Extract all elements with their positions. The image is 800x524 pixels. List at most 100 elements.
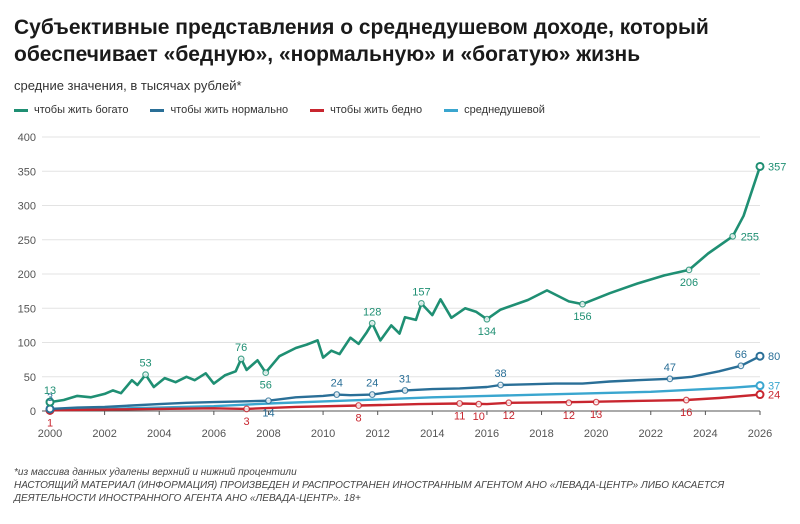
legend-swatch-normal [150,108,165,112]
chart-title: Субъективные представления о среднедушев… [14,16,709,66]
data-label-poor: 13 [590,409,602,421]
data-point-marker-poor [243,405,251,413]
legend-label-poor: чтобы жить бедно [330,104,423,116]
data-label-normal: 14 [262,408,274,420]
data-label-normal: 3 [47,392,53,404]
series-line-income [48,384,762,411]
series-line-normal [48,355,762,411]
series-endpoint-rich [45,397,55,407]
data-point-marker-rich [483,315,491,323]
y-tick-label: 300 [18,201,36,213]
y-tick-label: 100 [18,338,36,350]
footnote: *из массива данных удалены верхний и ниж… [14,466,789,505]
series-endpoint-income [755,381,765,391]
y-tick-label: 50 [24,372,36,384]
x-tick-label: 2014 [420,428,444,440]
data-label-poor: 16 [680,407,692,419]
data-label-poor: 12 [503,410,515,422]
data-label-rich: 206 [680,277,698,289]
x-tick-label: 2018 [529,428,553,440]
data-point-marker-poor [456,400,464,407]
y-tick-label: 250 [18,235,36,247]
legend-swatch-rich [14,108,28,112]
x-tick-label: 2016 [475,428,499,440]
data-point-marker-rich [417,300,425,307]
data-point-marker-rich [729,232,737,240]
series-line-poor [48,393,762,412]
legend-item-rich: чтобы жить богато [14,104,128,116]
y-tick-label: 200 [18,269,36,281]
data-label-poor: 8 [356,413,362,425]
x-tick-label: 2026 [748,428,772,440]
footnote-note: *из массива данных удалены верхний и ниж… [14,467,297,478]
data-point-marker-poor [682,396,690,404]
data-point-marker-normal [497,381,504,389]
x-tick-label: 2006 [202,428,226,440]
data-point-marker-poor [355,402,362,409]
x-tick-label: 2020 [584,428,608,440]
data-label-normal: 38 [494,368,506,380]
data-point-marker-rich [579,300,586,308]
x-tick-label: 2000 [38,428,62,440]
data-label-normal: 80 [768,351,780,363]
data-label-normal: 24 [331,378,343,390]
data-label-poor: 1 [47,417,53,429]
data-label-rich: 157 [412,286,430,298]
data-point-marker-poor [475,400,483,408]
x-tick-label: 2004 [147,428,171,440]
data-label-rich: 134 [478,326,496,338]
y-tick-label: 150 [18,303,36,315]
data-label-poor: 11 [454,410,465,422]
legend-label-rich: чтобы жить богато [34,104,129,116]
data-label-rich: 255 [741,231,759,243]
data-point-marker-rich [262,369,270,377]
data-label-poor: 12 [563,410,575,422]
y-tick-label: 350 [18,166,36,178]
data-point-marker-rich [142,371,149,379]
data-label-rich: 156 [573,311,591,323]
data-point-marker-rich [368,319,376,327]
x-tick-label: 2010 [311,428,335,440]
legend-item-normal: чтобы жить нормально [150,104,288,116]
data-label-normal: 66 [735,349,747,361]
data-label-rich: 56 [260,380,272,392]
legend-item-income: среднедушевой [444,104,545,116]
x-tick-label: 2024 [693,428,717,440]
legend-swatch-income [444,108,459,112]
legend: чтобы жить богато чтобы жить нормально ч… [14,104,545,116]
data-point-marker-normal [333,391,341,398]
y-tick-label: 400 [18,132,36,144]
data-label-normal: 24 [366,378,378,390]
line-chart: 0 50 100 150 200 250 300 350 400 2000 2002 2004 2006… [18,132,787,440]
data-point-marker-normal [666,375,674,383]
series-line-rich [48,165,762,404]
data-label-rich: 13 [44,385,56,397]
data-label-rich: 128 [363,306,381,318]
data-point-marker-rich [685,266,693,274]
data-label-rich: 53 [139,358,151,370]
data-point-marker-rich [237,355,245,363]
data-label-poor: 24 [768,390,780,402]
x-tick-label: 2022 [639,428,663,440]
x-tick-label: 2012 [365,428,389,440]
data-label-normal: 31 [399,373,411,385]
data-point-marker-normal [401,387,409,394]
x-tick-label: 2008 [256,428,280,440]
legend-swatch-poor [310,108,325,112]
data-point-marker-normal [737,362,745,370]
data-label-rich: 357 [768,161,786,173]
legend-item-poor: чтобы жить бедно [310,104,422,116]
data-label-rich: 76 [235,342,247,354]
y-tick-label: 0 [30,406,36,418]
data-label-poor: 3 [244,416,250,428]
data-point-marker-normal [368,391,376,398]
data-point-marker-poor [565,399,573,407]
series-endpoint-poor [755,390,765,400]
data-label-income: 37 [768,381,780,393]
data-label-poor: 10 [473,411,485,423]
data-point-marker-poor [592,398,600,406]
footnote-disclaimer: НАСТОЯЩИЙ МАТЕРИАЛ (ИНФОРМАЦИЯ) ПРОИЗВЕД… [14,480,725,504]
series-endpoint-normal [755,351,765,361]
legend-label-normal: чтобы жить нормально [170,104,289,116]
chart-subtitle: средние значения, в тысячах рублей* [14,78,242,93]
